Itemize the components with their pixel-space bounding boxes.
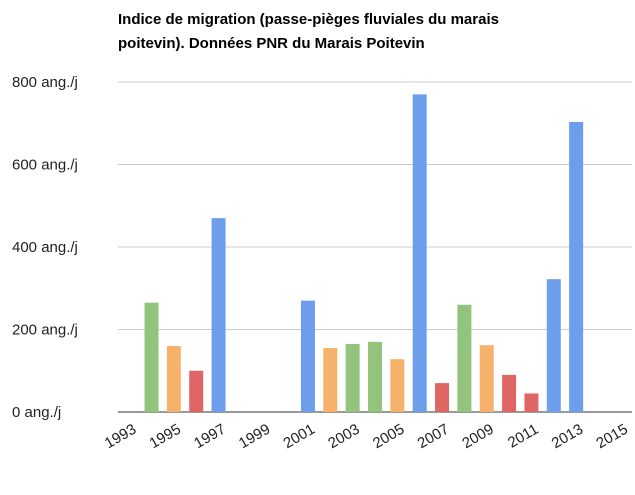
y-tick-label: 200 ang./j bbox=[12, 322, 78, 339]
bar bbox=[211, 218, 226, 412]
y-tick-label: 600 ang./j bbox=[12, 157, 78, 174]
bar bbox=[457, 304, 472, 412]
x-tick-label: 1997 bbox=[191, 421, 228, 452]
x-tick-label: 2011 bbox=[505, 421, 541, 452]
x-tick-label: 2009 bbox=[459, 421, 496, 452]
chart-title: Indice de migration (passe-pièges fluvia… bbox=[118, 11, 499, 28]
x-tick-label: 1993 bbox=[102, 421, 139, 452]
x-tick-label: 2007 bbox=[415, 421, 452, 452]
y-tick-label: 0 ang./j bbox=[12, 404, 61, 421]
bar bbox=[569, 122, 584, 412]
bar bbox=[479, 345, 494, 412]
x-tick-label: 2015 bbox=[593, 421, 630, 452]
bar bbox=[300, 300, 315, 412]
x-tick-label: 1995 bbox=[146, 421, 183, 452]
bar bbox=[412, 94, 427, 412]
bar bbox=[546, 279, 561, 412]
y-tick-label: 400 ang./j bbox=[12, 239, 78, 256]
x-tick-label: 2001 bbox=[281, 421, 318, 452]
bar bbox=[390, 359, 405, 412]
bar bbox=[435, 383, 450, 412]
x-tick-label: 1999 bbox=[236, 421, 273, 452]
x-tick-label: 2003 bbox=[325, 421, 362, 452]
bar bbox=[189, 370, 204, 412]
bar bbox=[502, 374, 517, 412]
bar bbox=[144, 302, 159, 412]
bar bbox=[524, 393, 539, 412]
chart-title: poitevin). Données PNR du Marais Poitevi… bbox=[118, 35, 425, 52]
bar bbox=[345, 343, 360, 412]
bar bbox=[166, 346, 181, 412]
bar bbox=[323, 348, 338, 412]
x-tick-label: 2005 bbox=[370, 421, 407, 452]
bar bbox=[368, 341, 382, 412]
x-tick-label: 2013 bbox=[549, 421, 586, 452]
y-tick-label: 800 ang./j bbox=[12, 74, 78, 91]
